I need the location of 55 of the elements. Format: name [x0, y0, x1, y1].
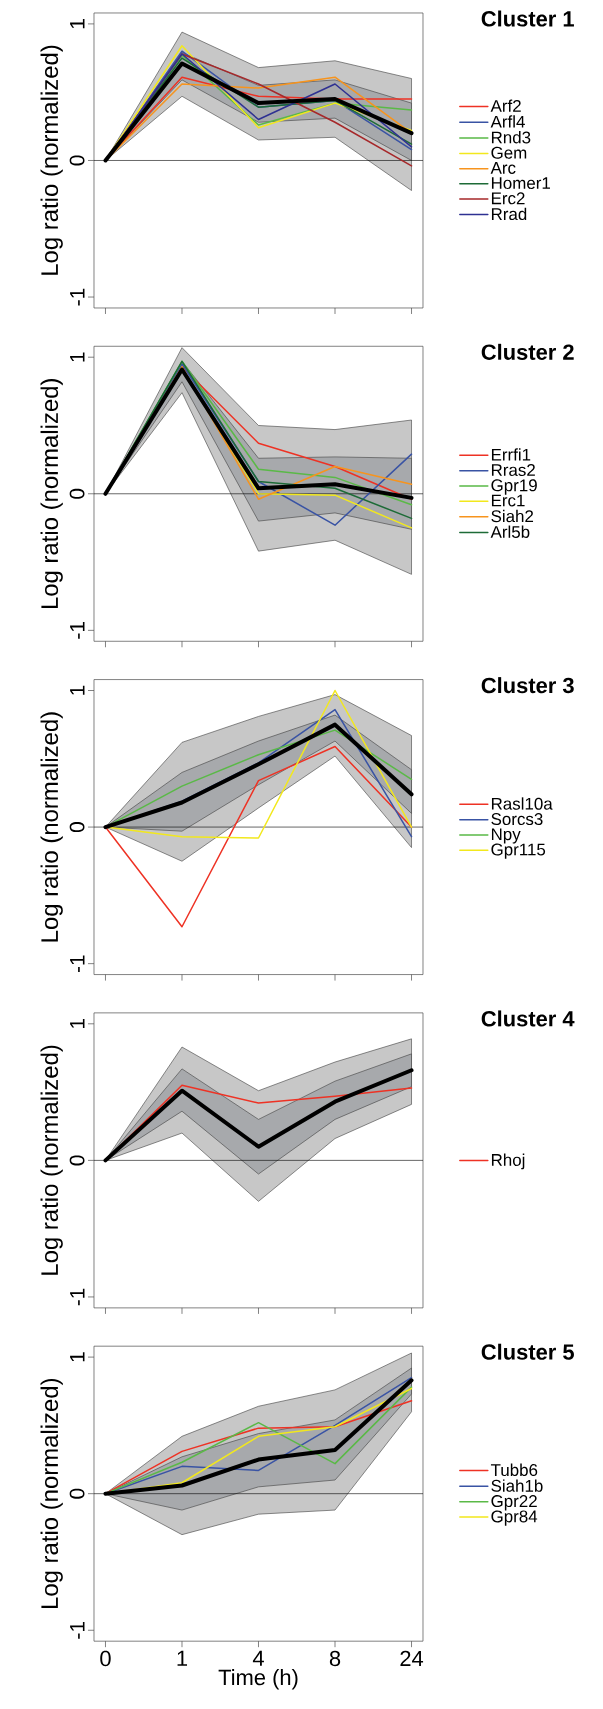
y-tick-label: 0 [69, 488, 85, 499]
y-tick-label: 0 [69, 1488, 85, 1499]
legend-title: Cluster 3 [481, 677, 574, 694]
y-tick-label: -1 [70, 288, 85, 306]
y-tick-label: 1 [70, 352, 85, 362]
legend-label: Rnd3 [491, 131, 531, 144]
legend-title: Cluster 2 [481, 343, 574, 360]
legend-label: Arfl4 [490, 115, 525, 128]
y-tick-label: 1 [70, 19, 85, 29]
y-tick-label: 0 [69, 155, 85, 166]
legend-label: Rasl10a [491, 797, 553, 810]
y-tick-label: 1 [70, 685, 85, 695]
y-tick-label: -1 [70, 1621, 85, 1639]
y-tick-label: -1 [70, 622, 85, 639]
y-tick-label: 1 [70, 1019, 85, 1029]
legend-label: Erc2 [491, 192, 525, 205]
legend-title: Cluster 5 [481, 1343, 574, 1360]
legend-label: Tubb6 [490, 1463, 538, 1477]
legend-label: Gpr84 [491, 1510, 538, 1526]
legend-label: Sorcs3 [491, 813, 543, 826]
y-tick-label: -1 [70, 955, 85, 973]
legend-label: Rras2 [491, 464, 535, 477]
y-tick-label: -1 [70, 1288, 85, 1306]
legend-label: Gpr22 [491, 1495, 537, 1511]
y-tick-label: 0 [69, 822, 85, 833]
y-axis-title: Log ratio (normalized) [40, 1045, 63, 1275]
y-axis-title: Log ratio (normalized) [40, 379, 63, 609]
y-tick-label: 1 [70, 1352, 85, 1362]
legend-label: Arc [490, 162, 516, 174]
legend-title: Cluster 4 [481, 1010, 575, 1027]
x-tick-label: 0 [100, 1650, 111, 1667]
legend-label: Homer1 [491, 177, 550, 190]
y-axis-title: Log ratio (normalized) [40, 45, 63, 275]
legend-title: Cluster 1 [481, 10, 574, 27]
legend-label: Errfi1 [491, 448, 531, 461]
x-axis-title: Time (h) [218, 1669, 298, 1690]
legend-label: Siah1b [491, 1479, 543, 1492]
legend-label: Npy [491, 828, 521, 844]
x-tick-label: 8 [329, 1650, 341, 1667]
legend-label: Rrad [491, 207, 527, 221]
legend-label: Arl5b [490, 525, 530, 538]
legend-label: Erc1 [491, 494, 525, 507]
y-axis-title: Log ratio (normalized) [40, 712, 63, 942]
y-axis-title: Log ratio (normalized) [40, 1378, 63, 1608]
legend-label: Rhoj [491, 1153, 525, 1170]
legend-label: Arf2 [490, 99, 521, 112]
legend-label: Gpr115 [491, 843, 546, 859]
x-tick-label: 1 [177, 1650, 188, 1666]
x-tick-label: 24 [400, 1650, 424, 1666]
legend-label: Siah2 [491, 509, 534, 523]
y-tick-label: 0 [69, 1155, 85, 1166]
legend-label: Gem [491, 146, 527, 159]
line-series [104, 745, 413, 928]
x-tick-label: 4 [252, 1650, 264, 1666]
legend-label: Gpr19 [491, 479, 537, 495]
